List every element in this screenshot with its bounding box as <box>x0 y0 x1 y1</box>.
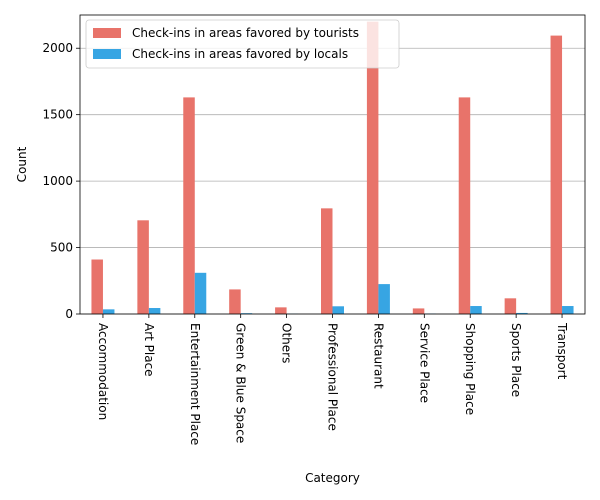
bar-tourists <box>550 35 563 314</box>
bar-tourists <box>321 208 333 314</box>
x-tick-label: Sports Place <box>509 323 523 397</box>
bar-tourists <box>458 97 471 314</box>
bar-tourists <box>137 220 149 314</box>
bar-tourists <box>366 21 379 315</box>
legend: Check-ins in areas favored by tourists C… <box>85 19 400 69</box>
bar-tourists <box>183 97 195 314</box>
legend-label-locals: Check-ins in areas favored by locals <box>132 47 348 61</box>
bar-tourists <box>91 259 103 314</box>
x-tick-label: Service Place <box>417 323 431 403</box>
bar-locals <box>102 309 115 314</box>
bar-locals <box>470 306 482 314</box>
bar-locals <box>332 306 344 314</box>
y-ticks: 0 500 1000 1500 2000 <box>42 41 80 321</box>
y-axis-label: Count <box>15 146 29 182</box>
bar-tourists <box>229 289 241 314</box>
x-tick-label: Professional Place <box>326 323 340 431</box>
legend-swatch-tourists <box>93 28 121 38</box>
x-tick-label: Shopping Place <box>463 323 477 415</box>
legend-label-tourists: Check-ins in areas favored by tourists <box>132 26 359 40</box>
x-tick-label: Restaurant <box>371 323 385 389</box>
bar-locals <box>562 306 574 314</box>
bar-locals <box>516 312 528 314</box>
y-tick-label: 1500 <box>42 108 73 122</box>
bars <box>91 21 574 315</box>
bar-tourists <box>412 308 425 314</box>
x-tick-label: Transport <box>555 322 569 380</box>
bar-tourists <box>275 307 287 314</box>
bar-locals <box>194 272 207 314</box>
x-tick-label: Accommodation <box>96 323 110 420</box>
x-tick-label: Others <box>280 323 294 363</box>
legend-swatch-locals <box>93 49 121 59</box>
x-ticks: Accommodation Art Place Entertainment Plac… <box>96 314 569 445</box>
legend-frame <box>85 19 400 69</box>
y-tick-label: 2000 <box>42 41 73 55</box>
y-tick-label: 500 <box>50 241 73 255</box>
x-tick-label: Art Place <box>142 323 156 377</box>
x-tick-label: Entertainment Place <box>188 323 202 445</box>
bar-locals <box>148 308 161 314</box>
y-tick-label: 1000 <box>42 174 73 188</box>
bar-tourists <box>504 298 517 314</box>
bar-locals <box>378 284 390 314</box>
y-tick-label: 0 <box>65 307 73 321</box>
x-tick-label: Green & Blue Space <box>234 323 248 443</box>
x-axis-label: Category <box>305 471 360 485</box>
